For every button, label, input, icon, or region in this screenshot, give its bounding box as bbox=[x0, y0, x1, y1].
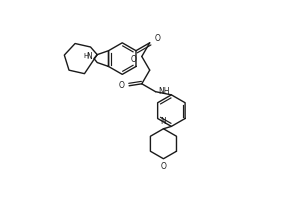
Text: O: O bbox=[118, 81, 124, 90]
Text: NH: NH bbox=[158, 87, 170, 96]
Text: N: N bbox=[86, 52, 92, 61]
Text: N: N bbox=[160, 117, 166, 126]
Text: O: O bbox=[131, 55, 137, 64]
Text: O: O bbox=[160, 162, 166, 171]
Text: O: O bbox=[155, 34, 161, 43]
Text: H: H bbox=[84, 53, 89, 59]
